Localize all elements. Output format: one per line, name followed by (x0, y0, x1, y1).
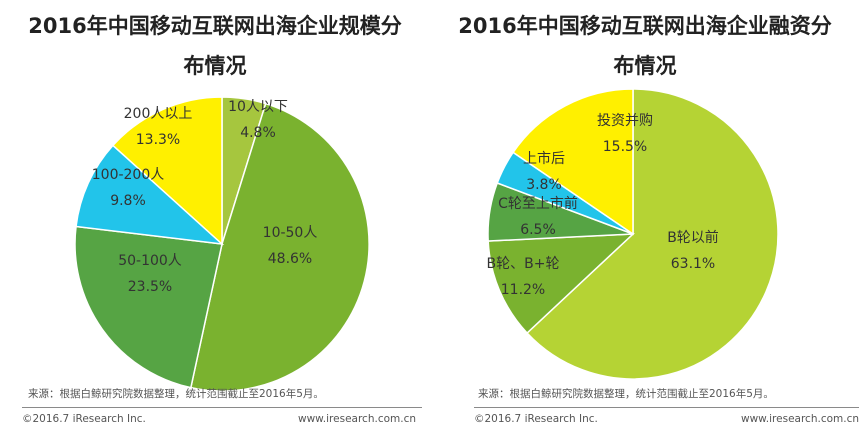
pie-slice (74, 225, 223, 389)
chart-title-scale: 2016年中国移动互联网出海企业规模分 布情况 (0, 6, 430, 86)
pie-chart-funding: B轮以前 63.1% B轮、B+轮 11.2% C轮至上市前 6.5% 上市后 3.8% 投资并… (487, 88, 779, 380)
pie-slice (512, 88, 634, 236)
footer-copyright: ©2016.7 iResearch Inc. (474, 413, 598, 425)
pie-slice (111, 96, 223, 246)
chart-title-scale-line1: 2016年中国移动互联网出海企业规模分 (28, 14, 402, 38)
pie-slice-value: 6.5% (520, 222, 556, 238)
pie-slice-value: 48.6% (268, 251, 312, 267)
pie-chart-scale: 10人以下 4.8% 10-50人 48.6% 50-100人 23.5% 100-200人… (74, 96, 370, 392)
chart-panel-scale: 2016年中国移动互联网出海企业规模分 布情况 10人以下 4.8% 10-50人 4… (0, 6, 430, 425)
pie-slice-label: 50-100人 (118, 253, 182, 269)
footer-source: 来源：根据白鲸研究院数据整理，统计范围截止至2016年5月。 (28, 388, 324, 400)
pie-slice-value: 3.8% (526, 177, 562, 193)
pie-slice (189, 102, 370, 392)
pie-slice-value: 11.2% (501, 282, 545, 298)
pie-slice-value: 4.8% (240, 125, 276, 141)
chart-panel-funding: 2016年中国移动互联网出海企业融资分 布情况 B轮以前 63.1% B轮、B+轮 1… (430, 0, 860, 434)
footer-website[interactable]: www.iresearch.com.cn (298, 413, 417, 425)
pie-slice-label: 10人以下 (228, 99, 288, 115)
pie-slice (75, 144, 225, 246)
footer-copyright: ©2016.7 iResearch Inc. (22, 413, 146, 425)
pie-slice-label: 投资并购 (597, 113, 653, 129)
chart-title-funding: 2016年中国移动互联网出海企业融资分 布情况 (430, 6, 860, 86)
pie-slice-label: 100-200人 (92, 167, 165, 183)
pie-slice-label: 200人以上 (124, 106, 193, 122)
pie-slice-label: C轮至上市前 (498, 195, 578, 212)
pie-slice-value: 63.1% (671, 256, 715, 272)
pie-slice-value: 13.3% (136, 132, 180, 148)
pie-slice (487, 233, 636, 335)
chart-title-funding-line1: 2016年中国移动互联网出海企业融资分 (458, 14, 832, 38)
pie-slice-value: 23.5% (128, 279, 172, 295)
pie-slice-label: B轮、B+轮 (487, 256, 560, 272)
pie-slice-label: 上市后 (523, 150, 565, 167)
footer-divider (22, 407, 422, 408)
pie-slice (526, 88, 779, 380)
footer-source: 来源：根据白鲸研究院数据整理，统计范围截止至2016年5月。 (478, 388, 774, 400)
chart-title-scale-line2: 布情况 (183, 54, 247, 78)
pie-slice-value: 9.8% (110, 193, 146, 209)
chart-title-funding-line2: 布情况 (613, 54, 677, 78)
pie-slice-label: 10-50人 (263, 225, 318, 241)
footer-divider (474, 407, 859, 408)
footer-website[interactable]: www.iresearch.com.cn (741, 413, 860, 425)
pie-slice-label: B轮以前 (667, 229, 719, 246)
pie-slice-value: 15.5% (603, 139, 647, 155)
